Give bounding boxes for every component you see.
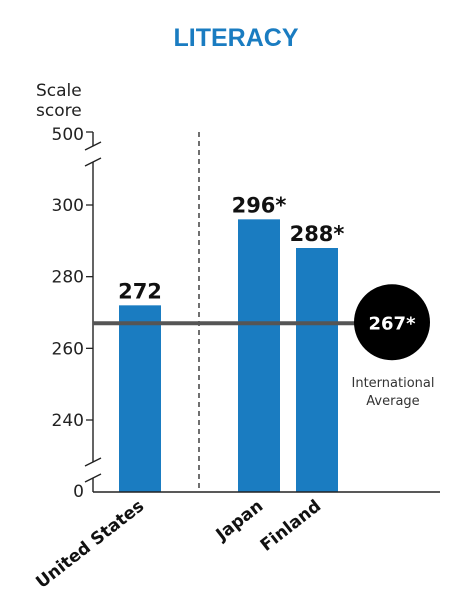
international-average-value: 267*: [369, 313, 417, 334]
bar-value-label: 272: [118, 279, 162, 303]
y-axis-ticks: 240 260 280 300: [52, 131, 93, 431]
average-badge-group: 267* International Average: [352, 284, 435, 409]
axis-break-mark: [84, 473, 102, 483]
bar-value-label: 288*: [290, 222, 345, 246]
chart-title: LITERACY: [174, 24, 299, 52]
international-average-caption: International: [352, 376, 435, 391]
bar-value-label: 296*: [232, 193, 287, 217]
category-label: Finland: [257, 496, 325, 556]
bar: [296, 248, 338, 492]
international-average-badge: [354, 284, 430, 361]
international-average-caption: Average: [366, 394, 419, 409]
y-axis-label-line-1: Scale: [36, 81, 82, 101]
y-tick-label-break-top: 500: [52, 125, 84, 145]
y-tick-label: 240: [52, 411, 84, 431]
axis-break-mark: [84, 157, 102, 167]
y-tick-label: 300: [52, 196, 84, 216]
y-tick-label: 280: [52, 268, 84, 288]
bar: [119, 305, 161, 492]
y-tick-label-break-bottom: 0: [73, 482, 84, 502]
bar: [238, 219, 280, 493]
axis-break-mark: [84, 457, 102, 467]
bars: 272 296*288*: [118, 193, 345, 493]
y-tick-label: 260: [52, 339, 84, 359]
category-label: United States: [32, 496, 148, 592]
y-axis-label-line-2: score: [36, 101, 82, 121]
axes: [84, 132, 440, 493]
axis-break-mark: [84, 141, 102, 151]
